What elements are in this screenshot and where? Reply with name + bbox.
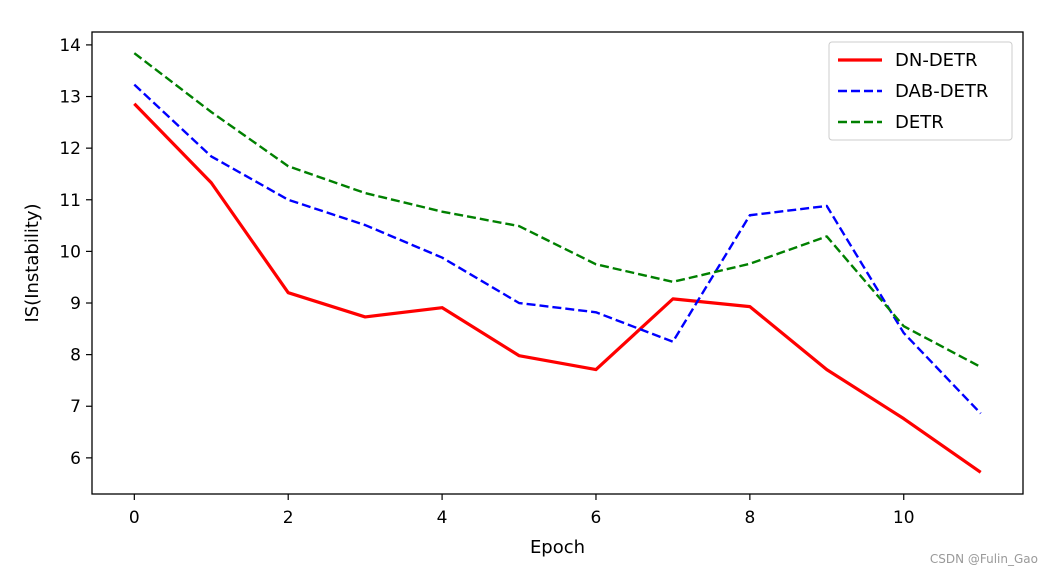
y-tick-label: 14 bbox=[59, 36, 81, 56]
series-line-detr bbox=[133, 52, 982, 369]
x-axis: 0 2 4 6 8 10 bbox=[129, 494, 915, 528]
x-tick-label: 6 bbox=[591, 508, 602, 528]
y-axis: 6 7 8 9 10 11 12 13 14 bbox=[59, 36, 92, 469]
legend-label: DN-DETR bbox=[895, 50, 978, 71]
y-tick-label: 8 bbox=[70, 346, 81, 366]
chart-marks bbox=[133, 52, 982, 474]
y-tick-label: 6 bbox=[70, 449, 81, 469]
y-tick-label: 10 bbox=[59, 242, 81, 262]
x-tick-label: 0 bbox=[129, 508, 140, 528]
x-axis-title: Epoch bbox=[530, 537, 585, 558]
x-tick-label: 8 bbox=[744, 508, 755, 528]
legend: DN-DETR DAB-DETR DETR bbox=[828, 41, 1013, 141]
plot-frame bbox=[91, 31, 1024, 495]
series-line-dab-detr bbox=[133, 83, 982, 415]
x-tick-label: 2 bbox=[283, 508, 294, 528]
watermark-text: CSDN @Fulin_Gao bbox=[929, 552, 1038, 566]
y-axis-title: IS(Instability) bbox=[22, 203, 43, 322]
x-tick-label: 10 bbox=[893, 508, 915, 528]
y-tick-label: 11 bbox=[59, 191, 81, 211]
y-tick-label: 13 bbox=[59, 88, 81, 108]
y-tick-label: 9 bbox=[70, 294, 81, 314]
y-tick-label: 12 bbox=[59, 139, 81, 159]
x-tick-label: 4 bbox=[437, 508, 448, 528]
legend-label: DAB-DETR bbox=[895, 81, 988, 102]
series-line-dn-detr bbox=[133, 102, 982, 474]
legend-label: DETR bbox=[895, 112, 944, 133]
legend-box bbox=[828, 41, 1013, 141]
y-tick-label: 7 bbox=[70, 397, 81, 417]
